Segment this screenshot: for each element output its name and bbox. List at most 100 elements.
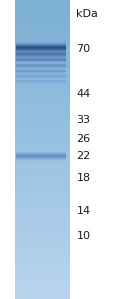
Bar bbox=[15, 214, 70, 215]
Bar bbox=[15, 238, 70, 239]
Bar bbox=[15, 240, 70, 241]
Bar bbox=[15, 253, 70, 254]
Bar bbox=[15, 179, 70, 180]
Bar bbox=[15, 232, 70, 233]
Bar bbox=[15, 192, 70, 193]
Bar bbox=[15, 292, 70, 293]
Bar bbox=[15, 65, 70, 66]
Bar bbox=[15, 7, 70, 8]
Bar bbox=[15, 32, 70, 33]
Bar bbox=[15, 162, 70, 163]
Bar bbox=[15, 49, 70, 50]
Bar bbox=[15, 257, 70, 258]
Bar bbox=[15, 144, 70, 145]
Bar bbox=[15, 88, 70, 89]
Bar bbox=[15, 175, 70, 176]
Bar bbox=[15, 287, 70, 288]
Bar bbox=[15, 75, 70, 76]
Text: 44: 44 bbox=[76, 89, 91, 99]
Text: kDa: kDa bbox=[76, 9, 98, 19]
Bar bbox=[15, 218, 70, 219]
Bar bbox=[15, 157, 70, 158]
Bar bbox=[15, 145, 70, 146]
Bar bbox=[15, 281, 70, 282]
Bar bbox=[15, 139, 70, 140]
Bar bbox=[15, 87, 70, 88]
Bar bbox=[15, 276, 70, 277]
Bar bbox=[15, 23, 70, 24]
Bar bbox=[15, 206, 70, 207]
Bar bbox=[15, 170, 70, 171]
Bar bbox=[15, 212, 70, 213]
Bar bbox=[15, 84, 70, 85]
Bar bbox=[15, 241, 70, 242]
Bar bbox=[15, 151, 70, 152]
Bar bbox=[15, 108, 70, 109]
Bar bbox=[15, 97, 70, 98]
Bar bbox=[15, 178, 70, 179]
Bar bbox=[15, 133, 70, 134]
Bar bbox=[15, 63, 70, 64]
Bar bbox=[15, 105, 70, 106]
Bar bbox=[15, 250, 70, 251]
Bar bbox=[15, 11, 70, 12]
Bar bbox=[15, 131, 70, 132]
Bar bbox=[15, 171, 70, 172]
Text: 22: 22 bbox=[76, 151, 91, 161]
Bar bbox=[15, 258, 70, 259]
Bar bbox=[15, 68, 70, 69]
Bar bbox=[15, 123, 70, 124]
Bar bbox=[15, 272, 70, 273]
Bar bbox=[15, 74, 70, 75]
Bar bbox=[15, 18, 70, 19]
Bar bbox=[15, 147, 70, 148]
Bar bbox=[15, 134, 70, 135]
Bar bbox=[15, 124, 70, 125]
Bar bbox=[15, 228, 70, 229]
Bar bbox=[15, 48, 70, 49]
Bar bbox=[15, 81, 70, 82]
Bar bbox=[15, 22, 70, 23]
Bar bbox=[15, 9, 70, 10]
Bar bbox=[15, 33, 70, 34]
Bar bbox=[15, 66, 70, 67]
Bar bbox=[15, 291, 70, 292]
Bar bbox=[15, 52, 70, 53]
Bar bbox=[15, 132, 70, 133]
Text: 10: 10 bbox=[76, 231, 90, 241]
Bar bbox=[15, 150, 70, 151]
Bar bbox=[15, 284, 70, 285]
Bar bbox=[15, 207, 70, 208]
Bar bbox=[15, 156, 70, 157]
Bar bbox=[15, 92, 70, 93]
Bar bbox=[15, 187, 70, 188]
Bar bbox=[15, 57, 70, 58]
Bar bbox=[15, 54, 70, 55]
Bar bbox=[15, 246, 70, 247]
Bar bbox=[15, 115, 70, 116]
Bar bbox=[15, 39, 70, 40]
Bar bbox=[15, 44, 70, 45]
Bar bbox=[15, 41, 70, 42]
Bar bbox=[15, 98, 70, 99]
Bar bbox=[15, 295, 70, 296]
Text: 14: 14 bbox=[76, 206, 91, 216]
Bar bbox=[15, 36, 70, 37]
Bar bbox=[15, 223, 70, 224]
Bar bbox=[15, 265, 70, 266]
Bar bbox=[15, 210, 70, 211]
Bar bbox=[15, 4, 70, 5]
Bar bbox=[15, 28, 70, 29]
Bar bbox=[15, 237, 70, 238]
Bar bbox=[15, 256, 70, 257]
Bar bbox=[15, 255, 70, 256]
Bar bbox=[15, 26, 70, 27]
Bar bbox=[15, 229, 70, 230]
Bar bbox=[15, 233, 70, 234]
Bar bbox=[15, 30, 70, 31]
Bar bbox=[15, 168, 70, 169]
Bar bbox=[15, 279, 70, 280]
Bar bbox=[15, 27, 70, 28]
Bar bbox=[15, 245, 70, 246]
Bar bbox=[15, 12, 70, 13]
